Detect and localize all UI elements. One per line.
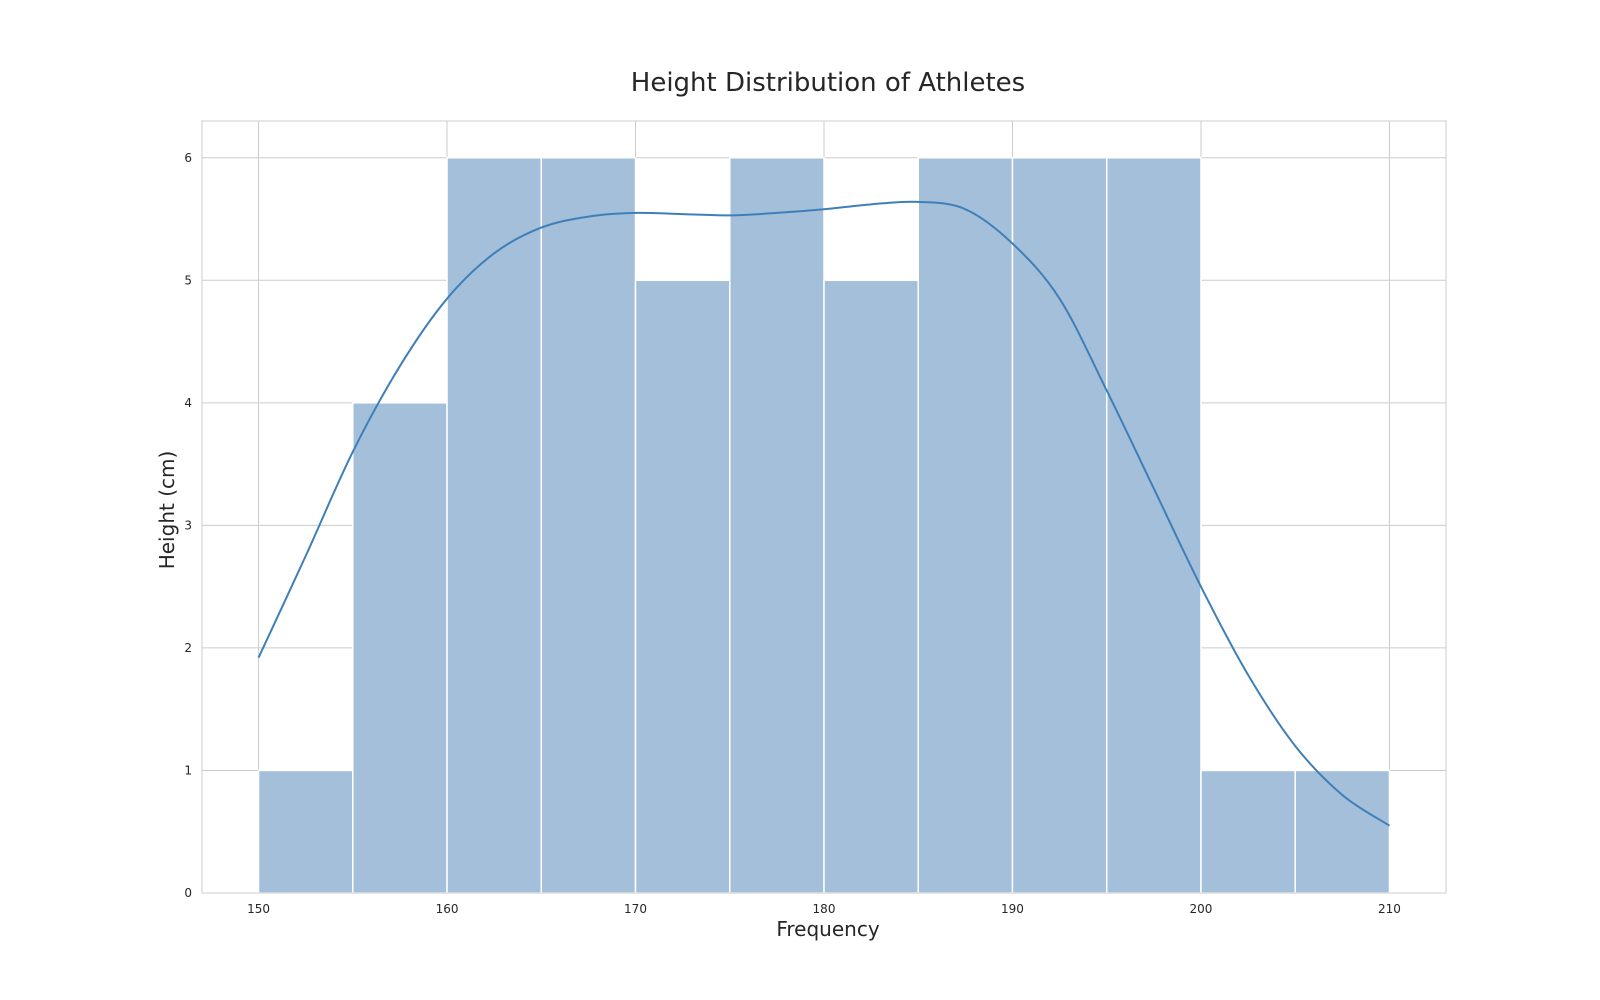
histogram-bar-11 [1294, 769, 1391, 894]
y-tick-label-0: 0 [184, 886, 192, 900]
plot-frame [201, 120, 1447, 894]
x-tick-label-190: 190 [1001, 902, 1024, 916]
y-tick-label-4: 4 [184, 396, 192, 410]
kde-curve [257, 200, 1390, 827]
x-tick-label-150: 150 [247, 902, 270, 916]
y-axis-label: Height (cm) [155, 451, 179, 570]
x-tick-label-210: 210 [1378, 902, 1401, 916]
histogram-bar-1 [352, 402, 448, 894]
y-tick-label-5: 5 [184, 273, 192, 287]
histogram-bar-6 [823, 279, 919, 894]
histogram-bar-9 [1105, 157, 1202, 894]
x-tick-label-200: 200 [1190, 902, 1213, 916]
chart-title: Height Distribution of Athletes [631, 68, 1025, 98]
x-tick-label-170: 170 [624, 902, 647, 916]
histogram-bar-4 [634, 279, 731, 894]
y-tick-label-6: 6 [184, 151, 192, 165]
y-tick-label-1: 1 [184, 763, 192, 777]
y-tick-label-3: 3 [184, 518, 192, 532]
histogram-bar-0 [257, 769, 354, 894]
histogram-bar-5 [729, 157, 825, 894]
x-axis-label: Frequency [776, 917, 879, 941]
y-tick-labels: 0 1 2 3 4 5 6 [184, 151, 192, 900]
x-tick-label-180: 180 [813, 902, 836, 916]
x-tick-labels: 150 160 170 180 190 200 210 [247, 902, 1401, 916]
histogram-bar-8 [1011, 157, 1108, 894]
histogram-bar-2 [446, 157, 543, 894]
histogram-bar-7 [917, 157, 1014, 894]
histogram-bar-3 [540, 157, 637, 894]
histogram-bar-10 [1200, 769, 1296, 894]
y-tick-label-2: 2 [184, 641, 192, 655]
x-tick-label-160: 160 [436, 902, 459, 916]
